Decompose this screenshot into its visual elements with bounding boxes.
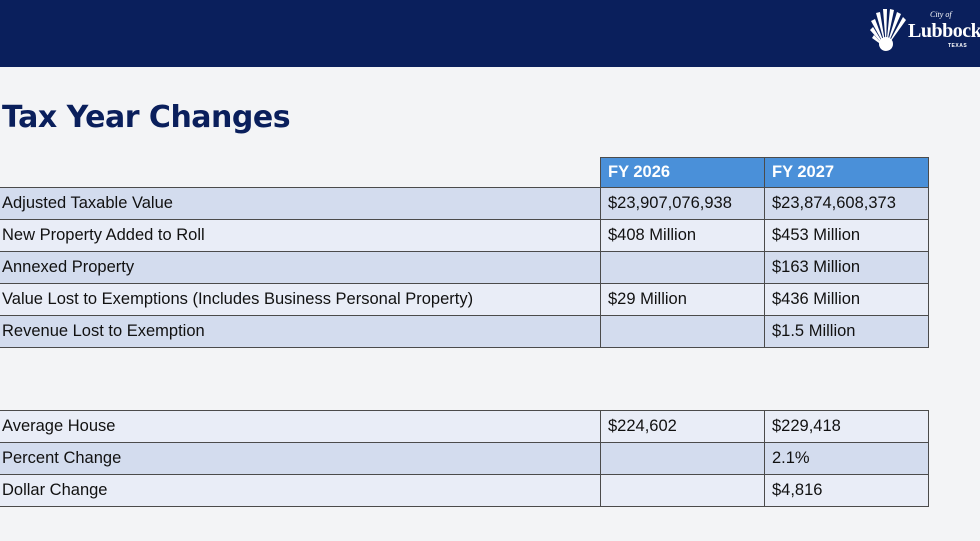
table-row: Adjusted Taxable Value $23,907,076,938 $… [0, 187, 929, 220]
table-row: New Property Added to Roll $408 Million … [0, 219, 929, 252]
column-header-fy2027: FY 2027 [764, 157, 929, 188]
table-row: Percent Change 2.1% [0, 442, 929, 475]
cell-fy2027: $4,816 [764, 474, 929, 507]
header-bar: City of Lubbock TEXAS [0, 0, 980, 67]
table-row: Revenue Lost to Exemption $1.5 Million [0, 315, 929, 348]
row-label: Average House [0, 410, 601, 443]
row-label: New Property Added to Roll [0, 219, 601, 252]
cell-fy2026 [600, 474, 765, 507]
cell-fy2027: $23,874,608,373 [764, 187, 929, 220]
table-row: Value Lost to Exemptions (Includes Busin… [0, 283, 929, 316]
logo-name: Lubbock [908, 20, 980, 42]
table-row: Average House $224,602 $229,418 [0, 410, 929, 443]
row-label: Dollar Change [0, 474, 601, 507]
cell-fy2027: $1.5 Million [764, 315, 929, 348]
row-label: Annexed Property [0, 251, 601, 284]
cell-fy2027: 2.1% [764, 442, 929, 475]
cell-fy2026: $408 Million [600, 219, 765, 252]
table-row: Dollar Change $4,816 [0, 474, 929, 507]
logo-state: TEXAS [948, 43, 968, 49]
row-label: Revenue Lost to Exemption [0, 315, 601, 348]
cell-fy2027: $163 Million [764, 251, 929, 284]
table-header-row: FY 2026 FY 2027 [0, 157, 929, 188]
row-label: Percent Change [0, 442, 601, 475]
cell-fy2026 [600, 251, 765, 284]
table-row: Annexed Property $163 Million [0, 251, 929, 284]
header-spacer [0, 158, 601, 188]
average-house-table: Average House $224,602 $229,418 Percent … [0, 410, 929, 507]
column-header-fy2026: FY 2026 [600, 157, 765, 188]
logo-city-of: City of [930, 10, 952, 19]
cell-fy2026: $23,907,076,938 [600, 187, 765, 220]
row-label: Adjusted Taxable Value [0, 187, 601, 220]
sunburst-icon [870, 9, 906, 51]
tax-value-table: FY 2026 FY 2027 Adjusted Taxable Value $… [0, 157, 929, 348]
cell-fy2027: $229,418 [764, 410, 929, 443]
cell-fy2027: $453 Million [764, 219, 929, 252]
cell-fy2026: $29 Million [600, 283, 765, 316]
row-label: Value Lost to Exemptions (Includes Busin… [0, 283, 601, 316]
cell-fy2026: $224,602 [600, 410, 765, 443]
cell-fy2026 [600, 315, 765, 348]
city-logo: City of Lubbock TEXAS [868, 6, 980, 56]
page-title: Tax Year Changes [2, 100, 291, 135]
cell-fy2027: $436 Million [764, 283, 929, 316]
cell-fy2026 [600, 442, 765, 475]
